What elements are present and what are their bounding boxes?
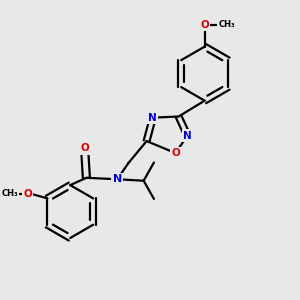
Text: CH₃: CH₃: [218, 20, 235, 29]
Text: O: O: [80, 143, 89, 153]
Text: N: N: [183, 131, 192, 141]
Text: CH₃: CH₃: [2, 189, 18, 198]
Text: N: N: [112, 174, 122, 184]
Text: O: O: [171, 148, 180, 158]
Text: N: N: [148, 112, 157, 123]
Text: O: O: [23, 189, 32, 199]
Text: O: O: [200, 20, 209, 30]
